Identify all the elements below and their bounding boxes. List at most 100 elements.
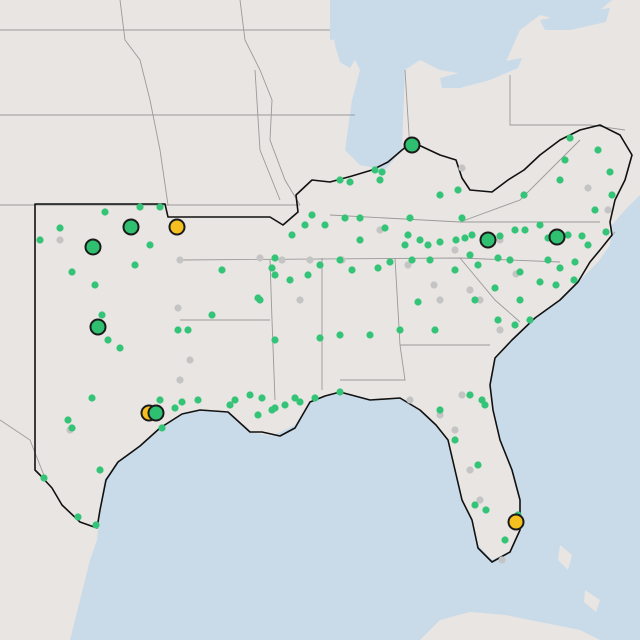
small-marker-green[interactable] — [584, 241, 592, 249]
large-marker-green[interactable] — [84, 238, 102, 256]
small-marker-green[interactable] — [454, 186, 462, 194]
small-marker-green[interactable] — [511, 321, 519, 329]
small-marker-green[interactable] — [544, 256, 552, 264]
small-marker-green[interactable] — [570, 276, 578, 284]
small-marker-green[interactable] — [461, 234, 469, 242]
small-marker-green[interactable] — [116, 344, 124, 352]
small-marker-green[interactable] — [291, 394, 299, 402]
small-marker-green[interactable] — [336, 331, 344, 339]
small-marker-green[interactable] — [424, 241, 432, 249]
small-marker-green[interactable] — [526, 316, 534, 324]
small-marker-green[interactable] — [92, 521, 100, 529]
small-marker-green[interactable] — [88, 394, 96, 402]
small-marker-green[interactable] — [156, 396, 164, 404]
small-marker-green[interactable] — [436, 406, 444, 414]
small-marker-green[interactable] — [271, 271, 279, 279]
small-marker-green[interactable] — [556, 176, 564, 184]
small-marker-green[interactable] — [336, 256, 344, 264]
small-marker-green[interactable] — [566, 134, 574, 142]
small-marker-green[interactable] — [426, 256, 434, 264]
small-marker-gray[interactable] — [476, 496, 484, 504]
small-marker-green[interactable] — [104, 336, 112, 344]
small-marker-green[interactable] — [356, 214, 364, 222]
small-marker-green[interactable] — [226, 401, 234, 409]
small-marker-green[interactable] — [516, 296, 524, 304]
small-marker-green[interactable] — [258, 394, 266, 402]
small-marker-gray[interactable] — [256, 254, 264, 262]
small-marker-gray[interactable] — [498, 556, 506, 564]
small-marker-green[interactable] — [311, 394, 319, 402]
small-marker-green[interactable] — [501, 536, 509, 544]
small-marker-gray[interactable] — [186, 356, 194, 364]
small-marker-gray[interactable] — [306, 256, 314, 264]
small-marker-gray[interactable] — [604, 206, 612, 214]
small-marker-green[interactable] — [602, 228, 610, 236]
small-marker-green[interactable] — [376, 176, 384, 184]
small-marker-green[interactable] — [316, 261, 324, 269]
small-marker-green[interactable] — [436, 191, 444, 199]
small-marker-green[interactable] — [288, 231, 296, 239]
small-marker-green[interactable] — [301, 221, 309, 229]
small-marker-green[interactable] — [231, 396, 239, 404]
small-marker-gray[interactable] — [496, 326, 504, 334]
small-marker-green[interactable] — [561, 156, 569, 164]
small-marker-gray[interactable] — [476, 296, 484, 304]
small-marker-gray[interactable] — [176, 256, 184, 264]
small-marker-green[interactable] — [64, 416, 72, 424]
small-marker-gray[interactable] — [430, 281, 438, 289]
small-marker-gray[interactable] — [458, 164, 466, 172]
small-marker-gray[interactable] — [466, 466, 474, 474]
small-marker-green[interactable] — [136, 203, 144, 211]
small-marker-green[interactable] — [452, 236, 460, 244]
small-marker-green[interactable] — [520, 191, 528, 199]
small-marker-green[interactable] — [494, 316, 502, 324]
small-marker-green[interactable] — [466, 391, 474, 399]
small-marker-green[interactable] — [374, 264, 382, 272]
small-marker-green[interactable] — [246, 391, 254, 399]
small-marker-green[interactable] — [336, 176, 344, 184]
small-marker-green[interactable] — [606, 168, 614, 176]
small-marker-green[interactable] — [316, 334, 324, 342]
small-marker-green[interactable] — [91, 281, 99, 289]
small-marker-green[interactable] — [171, 404, 179, 412]
small-marker-green[interactable] — [68, 268, 76, 276]
small-marker-gray[interactable] — [451, 426, 459, 434]
small-marker-green[interactable] — [346, 178, 354, 186]
small-marker-green[interactable] — [381, 224, 389, 232]
large-marker-green[interactable] — [89, 318, 107, 336]
small-marker-green[interactable] — [431, 326, 439, 334]
small-marker-green[interactable] — [594, 146, 602, 154]
small-marker-green[interactable] — [491, 284, 499, 292]
small-marker-green[interactable] — [296, 398, 304, 406]
large-marker-yellow[interactable] — [168, 218, 186, 236]
small-marker-green[interactable] — [98, 311, 106, 319]
small-marker-green[interactable] — [471, 501, 479, 509]
small-marker-green[interactable] — [184, 326, 192, 334]
small-marker-green[interactable] — [591, 206, 599, 214]
small-marker-green[interactable] — [401, 241, 409, 249]
small-marker-green[interactable] — [271, 254, 279, 262]
small-marker-green[interactable] — [101, 208, 109, 216]
small-marker-green[interactable] — [396, 326, 404, 334]
small-marker-green[interactable] — [481, 401, 489, 409]
large-marker-green[interactable] — [403, 136, 421, 154]
small-marker-green[interactable] — [271, 336, 279, 344]
small-marker-green[interactable] — [348, 266, 356, 274]
small-marker-green[interactable] — [516, 268, 524, 276]
large-marker-green[interactable] — [479, 231, 497, 249]
small-marker-green[interactable] — [496, 232, 504, 240]
small-marker-green[interactable] — [536, 278, 544, 286]
small-marker-green[interactable] — [564, 231, 572, 239]
small-marker-green[interactable] — [416, 236, 424, 244]
small-marker-gray[interactable] — [296, 296, 304, 304]
small-marker-green[interactable] — [356, 236, 364, 244]
small-marker-green[interactable] — [96, 466, 104, 474]
small-marker-green[interactable] — [552, 281, 560, 289]
small-marker-gray[interactable] — [458, 391, 466, 399]
small-marker-gray[interactable] — [451, 246, 459, 254]
small-marker-green[interactable] — [281, 401, 289, 409]
small-marker-gray[interactable] — [404, 261, 412, 269]
small-marker-green[interactable] — [68, 424, 76, 432]
small-marker-green[interactable] — [304, 271, 312, 279]
small-marker-green[interactable] — [146, 241, 154, 249]
